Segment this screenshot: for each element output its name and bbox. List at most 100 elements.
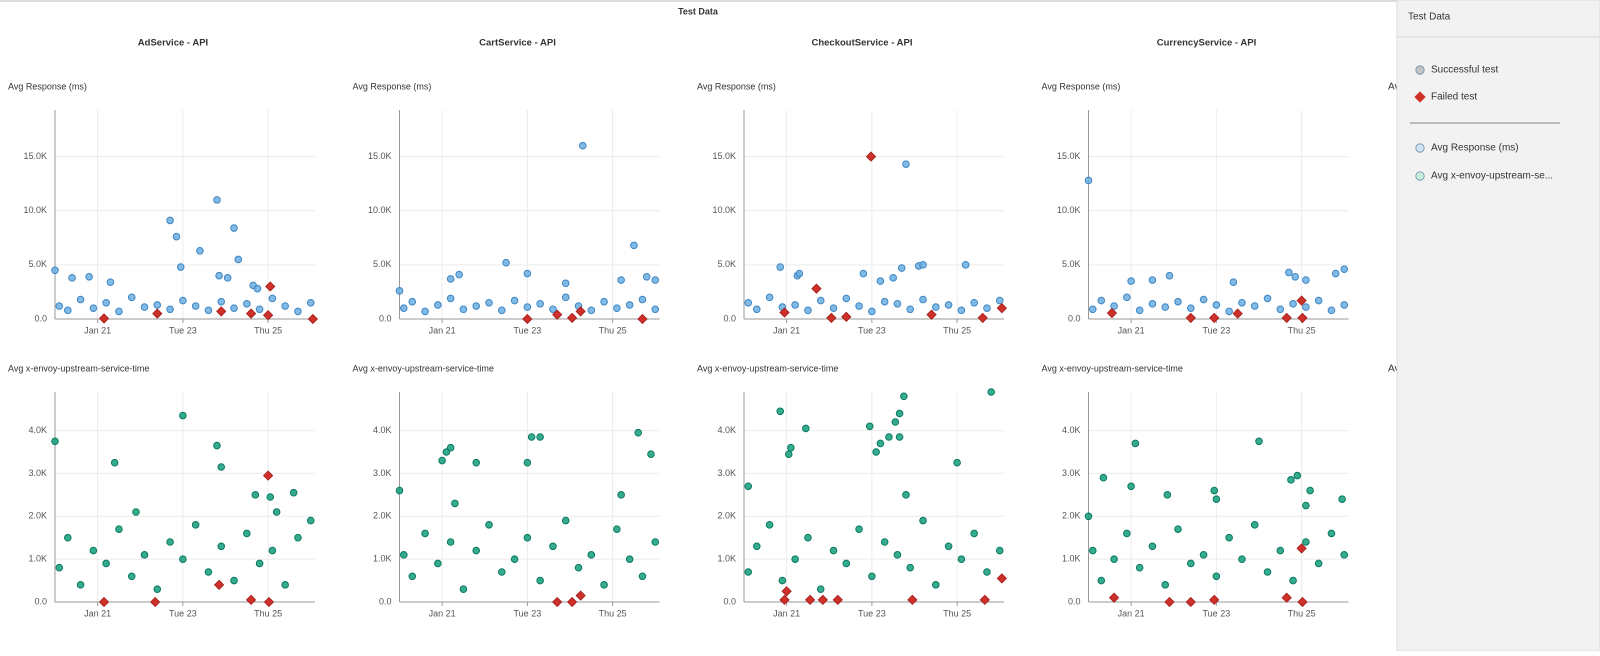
success-point — [408, 297, 417, 306]
sidebar-panel — [1396, 0, 1600, 652]
failed-point — [1296, 543, 1307, 554]
success-point — [787, 443, 795, 452]
x-tick-label: Tue 23 — [1203, 608, 1231, 618]
x-tick-label: Tue 23 — [514, 608, 542, 618]
y-tick-label: 0.0 — [723, 596, 736, 606]
chart-title: AdService - API — [138, 38, 208, 49]
failed-point — [307, 313, 319, 325]
success-point — [587, 306, 596, 315]
failed-point — [552, 309, 563, 320]
y-tick-label: 5.0K — [1062, 259, 1081, 269]
y-tick-label: 2.0K — [717, 511, 736, 521]
legend-marker — [1415, 171, 1425, 181]
failed-point — [996, 573, 1008, 584]
failed-point — [826, 312, 837, 324]
y-axis-label: Avg Response (ms) — [1042, 81, 1121, 91]
success-point — [502, 258, 510, 267]
success-point — [459, 305, 468, 314]
failed-point — [566, 312, 578, 324]
x-tick-label: Tue 23 — [514, 325, 542, 335]
success-point — [868, 572, 876, 581]
success-point — [1212, 495, 1221, 503]
success-point — [855, 302, 863, 310]
success-point — [651, 276, 660, 284]
success-point — [76, 581, 85, 589]
sidebar-title: Test Data — [1408, 12, 1451, 23]
success-point — [816, 585, 825, 593]
failed-point — [804, 594, 816, 606]
success-point — [1174, 525, 1182, 533]
success-point — [893, 300, 902, 308]
success-point — [784, 450, 793, 458]
failed-point — [262, 470, 274, 481]
success-point — [744, 568, 753, 576]
x-tick-label: Jan 21 — [429, 325, 456, 335]
success-point — [1314, 296, 1323, 305]
success-point — [617, 276, 625, 284]
success-point — [153, 585, 162, 593]
legend-label: Successful test — [1431, 65, 1498, 76]
y-tick-label: 10.0K — [368, 205, 392, 215]
success-point — [1250, 521, 1259, 529]
failed-point — [1232, 308, 1243, 319]
success-point — [744, 298, 753, 307]
success-point — [255, 305, 264, 314]
success-point — [1238, 298, 1246, 307]
success-point — [223, 274, 232, 282]
x-tick-label: Thu 25 — [599, 608, 627, 618]
success-point — [55, 563, 64, 572]
success-point — [191, 302, 200, 310]
success-point — [51, 437, 59, 446]
success-point — [891, 418, 900, 426]
y-axis-label: Avg x-envoy-upstream-service-time — [353, 363, 494, 373]
success-point — [536, 576, 544, 585]
success-point — [995, 296, 1004, 305]
success-point — [804, 306, 812, 315]
success-point — [1088, 305, 1097, 314]
x-tick-label: Thu 25 — [943, 325, 971, 335]
success-point — [893, 551, 902, 559]
success-point — [957, 555, 966, 563]
success-point — [1212, 301, 1221, 309]
success-point — [1285, 268, 1293, 277]
failed-point — [832, 594, 843, 606]
success-point — [1097, 576, 1106, 585]
y-tick-label: 15.0K — [368, 151, 392, 161]
success-point — [842, 559, 851, 568]
success-point — [166, 216, 174, 225]
success-point — [778, 576, 787, 585]
success-point — [485, 521, 493, 529]
success-point — [1084, 176, 1093, 185]
success-point — [1199, 551, 1208, 559]
success-point — [752, 542, 761, 551]
chart: Avg x-envoy-upstream-service-time 0.0 1.0K… — [8, 363, 315, 618]
success-point — [102, 298, 110, 307]
charts: AdService - API Avg Response (ms) 0.0 5.0K 1… — [8, 38, 1349, 618]
success-point — [1287, 476, 1295, 484]
y-tick-label: 15.0K — [712, 151, 736, 161]
success-point — [153, 301, 162, 309]
success-point — [281, 581, 289, 589]
legend-label: Avg x-envoy-upstream-se... — [1431, 171, 1553, 182]
cut-label: Av — [1388, 364, 1400, 375]
page-title: Test Data — [678, 6, 719, 16]
y-axis-label: Avg Response (ms) — [8, 81, 87, 91]
success-point — [446, 443, 455, 452]
success-point — [55, 302, 64, 310]
success-point — [510, 296, 519, 305]
success-point — [625, 555, 634, 563]
success-point — [617, 491, 625, 499]
x-tick-label: Thu 25 — [254, 325, 282, 335]
success-point — [932, 303, 940, 311]
failed-point — [1108, 592, 1120, 603]
success-point — [561, 279, 570, 288]
success-point — [1327, 529, 1336, 538]
success-point — [1276, 305, 1285, 314]
y-tick-label: 10.0K — [23, 205, 47, 215]
success-point — [1127, 277, 1135, 285]
success-point — [642, 272, 651, 281]
success-point — [485, 298, 493, 307]
success-point — [115, 525, 123, 533]
success-point — [1250, 302, 1259, 310]
y-tick-label: 1.0K — [1062, 554, 1081, 564]
